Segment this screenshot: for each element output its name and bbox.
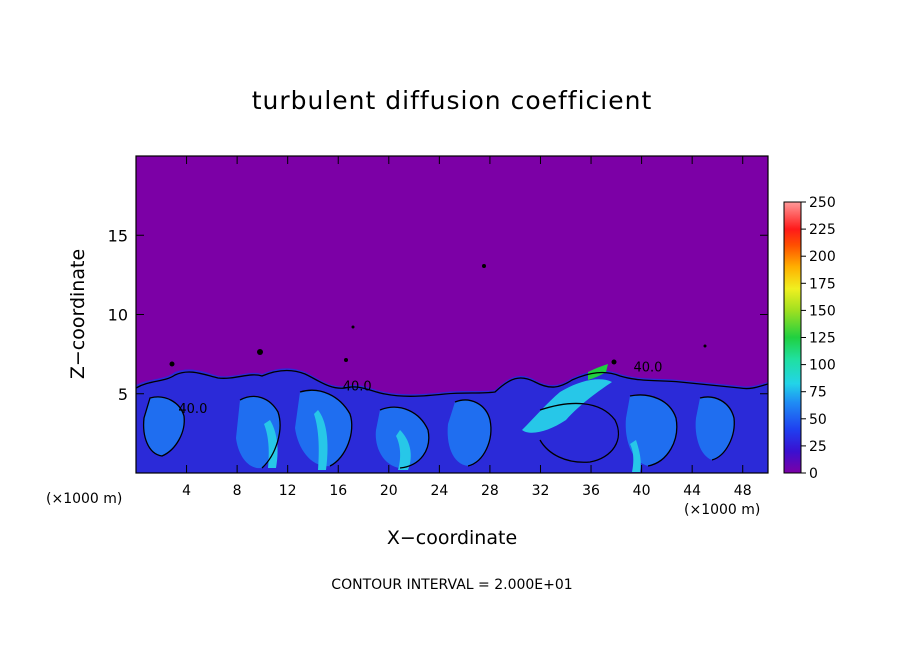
x-tick-label: 28 xyxy=(481,483,499,499)
x-tick-label: 36 xyxy=(582,483,600,499)
x-tick-label: 48 xyxy=(734,483,752,499)
x-tick-label: 4 xyxy=(182,483,191,499)
high-streak xyxy=(588,364,608,380)
x-tick-label: 24 xyxy=(430,483,448,499)
y-axis-label: Z−coordinate xyxy=(67,248,89,380)
colorbar-tick-label: 75 xyxy=(809,385,827,401)
pocket xyxy=(143,396,185,456)
colorbar-tick-label: 25 xyxy=(809,439,827,455)
colorbar-ticks: 0 25 50 75 100 125 150 175 200 225 250 xyxy=(801,195,836,482)
pocket xyxy=(447,400,491,466)
scattered-spots xyxy=(169,264,707,367)
chart-title: turbulent diffusion coefficient xyxy=(251,86,653,115)
colorbar-tick-label: 0 xyxy=(809,466,818,482)
axis-ticks xyxy=(136,156,768,473)
x-axis-label: X−coordinate xyxy=(386,527,518,549)
high-streak xyxy=(630,440,641,472)
high-streak xyxy=(396,430,411,470)
x-tick-label: 8 xyxy=(233,483,242,499)
y-tick-label: 5 xyxy=(118,385,128,404)
x-unit-right: (×1000 m) xyxy=(684,502,761,518)
contour-label: 40.0 xyxy=(633,361,662,376)
colorbar-tick-label: 100 xyxy=(809,358,836,374)
high-streak xyxy=(522,379,612,433)
colorbar-tick-label: 250 xyxy=(809,195,836,211)
colorbar-tick-label: 175 xyxy=(809,276,836,292)
x-tick-label: 16 xyxy=(329,483,347,499)
contour-interval-note: CONTOUR INTERVAL = 2.000E+01 xyxy=(331,577,573,593)
turbulent-region xyxy=(136,264,768,473)
colorbar-tick-label: 150 xyxy=(809,303,836,319)
y-tick-label: 10 xyxy=(108,306,128,325)
pocket xyxy=(695,396,735,460)
colorbar xyxy=(783,201,802,474)
x-tick-label: 12 xyxy=(279,483,297,499)
x-tick-label: 20 xyxy=(380,483,398,499)
x-unit-left: (×1000 m) xyxy=(46,491,123,507)
colorbar-tick-label: 225 xyxy=(809,222,836,238)
x-tick-label: 44 xyxy=(683,483,701,499)
high-streak xyxy=(264,420,278,468)
contour-label: 40.0 xyxy=(178,402,207,417)
contour-label: 40.0 xyxy=(343,380,372,395)
x-tick-label: 32 xyxy=(532,483,550,499)
contour-labels: 40.0 40.0 40.0 xyxy=(178,361,662,417)
high-streak xyxy=(314,410,328,470)
colorbar-tick-label: 125 xyxy=(809,331,836,347)
x-tick-label: 40 xyxy=(633,483,651,499)
contour-lines xyxy=(136,369,768,469)
colorbar-tick-label: 50 xyxy=(809,412,827,428)
y-tick-label: 15 xyxy=(108,226,128,245)
colorbar-tick-label: 200 xyxy=(809,249,836,265)
